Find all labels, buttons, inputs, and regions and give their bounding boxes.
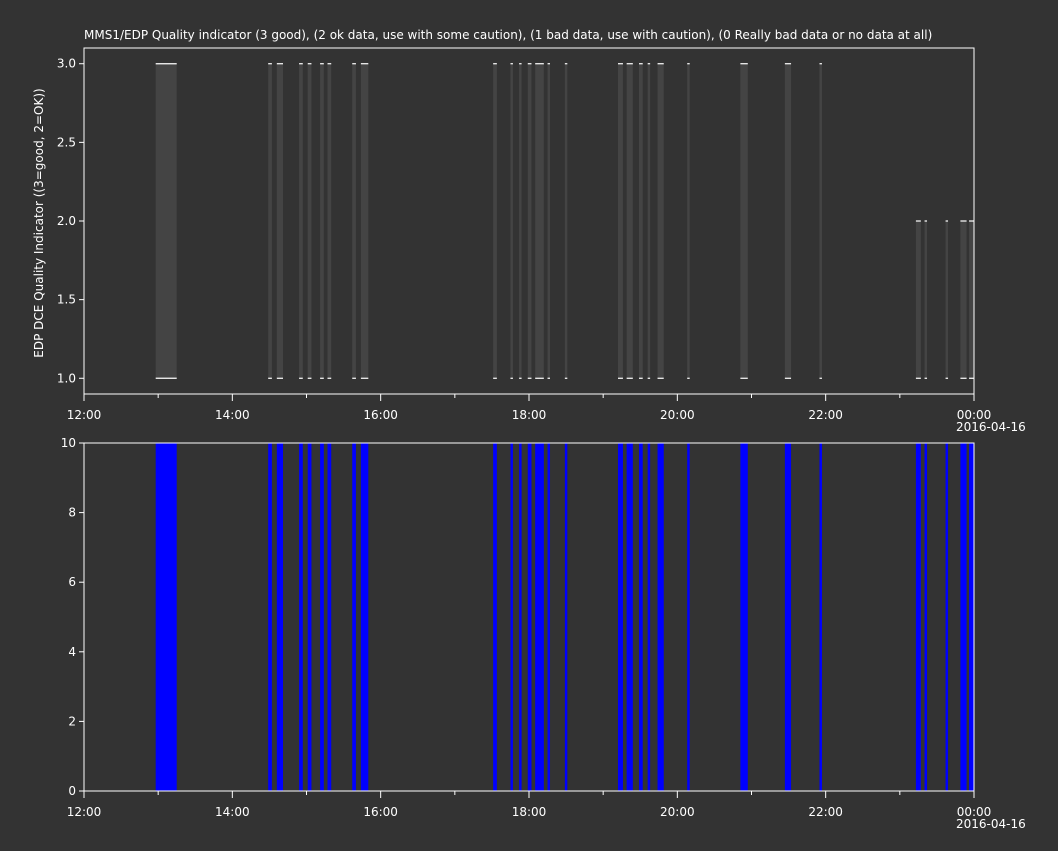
y-tick-label: 3.0	[57, 57, 76, 71]
quality-segment-bar	[276, 63, 284, 379]
quality-segment-bar	[307, 63, 312, 379]
x-tick-label: 00:00	[957, 408, 992, 422]
y-tick-label: 8	[68, 506, 76, 520]
blue-bar	[924, 443, 928, 791]
y-tick-label: 1.5	[57, 293, 76, 307]
blue-bar	[915, 443, 921, 791]
chart-title: MMS1/EDP Quality indicator (3 good), (2 …	[84, 28, 932, 42]
blue-bar	[618, 443, 623, 791]
x-tick-label: 20:00	[660, 408, 695, 422]
quality-segment-bar	[740, 63, 748, 379]
quality-segment-bar	[618, 63, 623, 379]
blue-bar	[687, 443, 690, 791]
y-tick-label: 10	[61, 436, 76, 450]
blue-bar	[320, 443, 324, 791]
x-tick-label: 00:00	[957, 805, 992, 819]
y-tick-label: 1.0	[57, 371, 76, 385]
quality-segment-bar	[519, 63, 522, 379]
quality-segment-bar	[493, 63, 497, 379]
quality-segment-bar	[155, 63, 177, 379]
quality-segment-bar	[819, 63, 822, 379]
blue-bar	[647, 443, 651, 791]
quality-segment-bar	[969, 221, 974, 379]
blue-bar	[969, 443, 974, 791]
x-tick-label: 16:00	[363, 805, 398, 819]
y-tick-label: 2	[68, 714, 76, 728]
blue-bar	[307, 443, 312, 791]
blue-bar	[564, 443, 568, 791]
quality-segment-bar	[327, 63, 332, 379]
quality-segment-bar	[564, 63, 568, 379]
blue-bar	[626, 443, 633, 791]
quality-segment-bar	[657, 63, 664, 379]
blue-bar	[784, 443, 792, 791]
x-tick-label: 16:00	[363, 408, 398, 422]
quality-segment-bar	[639, 63, 643, 379]
blue-bar	[527, 443, 532, 791]
blue-bar	[493, 443, 497, 791]
y-tick-label: 2.0	[57, 214, 76, 228]
x-tick-label: 22:00	[808, 805, 843, 819]
quality-segment-bar	[547, 63, 551, 379]
quality-segment-bar	[268, 63, 272, 379]
blue-bar	[276, 443, 284, 791]
x-tick-label: 20:00	[660, 805, 695, 819]
quality-segment-bar	[352, 63, 356, 379]
blue-bar	[819, 443, 822, 791]
y-tick-label: 4	[68, 645, 76, 659]
x-tick-label: 22:00	[808, 408, 843, 422]
y-tick-label: 2.5	[57, 135, 76, 149]
date-label: 2016-04-16	[956, 420, 1026, 434]
blue-bar	[639, 443, 643, 791]
blue-bar	[740, 443, 748, 791]
quality-segment-bar	[510, 63, 513, 379]
blue-bar	[155, 443, 177, 791]
blue-bar	[360, 443, 369, 791]
x-tick-label: 12:00	[67, 408, 102, 422]
blue-bar	[510, 443, 513, 791]
quality-segment-bar	[960, 221, 967, 379]
date-label: 2016-04-16	[956, 817, 1026, 831]
quality-segment-bar	[535, 63, 544, 379]
blue-bar	[535, 443, 544, 791]
blue-bar	[657, 443, 664, 791]
x-tick-label: 14:00	[215, 408, 250, 422]
blue-bar	[547, 443, 551, 791]
quality-segment-bar	[945, 221, 949, 379]
quality-indicator-panel: 1.0 1.5 2.0 2.5 3.0 12:00 14:00 16:00 18:00 20:00…	[32, 28, 1026, 434]
x-tick-label: 14:00	[215, 805, 250, 819]
quality-segment-bar	[527, 63, 532, 379]
x-tick-label: 18:00	[512, 408, 547, 422]
y-tick-label: 0	[68, 784, 76, 798]
blue-bar	[945, 443, 949, 791]
quality-segment-bar	[647, 63, 651, 379]
quality-segment-bar	[320, 63, 324, 379]
blue-bar	[327, 443, 332, 791]
quality-segment-bar	[915, 221, 921, 379]
y-axis-label: EDP DCE Quality Indicator ((3=good, 2=OK…	[32, 88, 46, 357]
quality-segment-bar	[784, 63, 792, 379]
x-tick-label: 18:00	[512, 805, 547, 819]
quality-segment-bar	[299, 63, 303, 379]
blue-bar	[352, 443, 356, 791]
blue-bar	[519, 443, 522, 791]
quality-segment-bar	[924, 221, 928, 379]
x-tick-label: 12:00	[67, 805, 102, 819]
quality-segment-bar	[626, 63, 633, 379]
blue-bar	[960, 443, 967, 791]
y-tick-label: 6	[68, 575, 76, 589]
blue-bar	[268, 443, 272, 791]
quality-segment-bar	[360, 63, 369, 379]
blue-bar	[299, 443, 303, 791]
blue-bar-panel: 0 2 4 6 8 10 12:00 14:00 16:00 18:00 20:00 22:00 00:…	[61, 436, 1026, 831]
quality-segment-bar	[687, 63, 690, 379]
